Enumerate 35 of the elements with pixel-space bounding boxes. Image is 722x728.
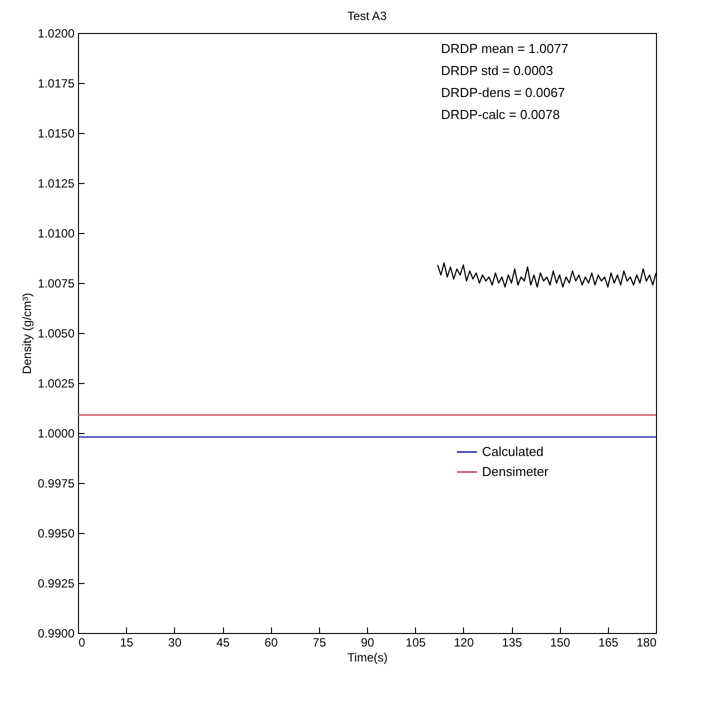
y-tick-label: 1.0000 xyxy=(38,426,75,440)
y-tick-label: 1.0100 xyxy=(38,226,75,240)
y-tick-label: 1.0200 xyxy=(38,26,75,40)
y-tick-label: 0.9975 xyxy=(38,476,75,490)
x-tick-label: 15 xyxy=(120,636,134,650)
y-tick-label: 1.0075 xyxy=(38,276,75,290)
y-tick-label: 1.0025 xyxy=(38,376,75,390)
x-tick-label: 90 xyxy=(360,636,374,650)
x-tick-label: 45 xyxy=(216,636,230,650)
legend-label: Densimeter xyxy=(482,464,550,479)
x-tick-label: 75 xyxy=(312,636,326,650)
chart-title: Test A3 xyxy=(347,9,388,23)
y-tick-label: 1.0150 xyxy=(38,126,75,140)
x-tick-label: 120 xyxy=(454,636,474,650)
y-axis-title: Density (g/cm³) xyxy=(20,292,34,374)
y-tick-label: 0.9925 xyxy=(38,576,75,590)
x-tick-label: 105 xyxy=(406,636,426,650)
y-tick-label: 1.0050 xyxy=(38,326,75,340)
y-tick-label: 1.0175 xyxy=(38,76,75,90)
x-tick-label: 180 xyxy=(636,636,657,650)
annotation: DRDP-calc = 0.0078 xyxy=(441,107,560,122)
y-tick-label: 0.9950 xyxy=(38,526,75,540)
x-tick-label: 135 xyxy=(502,636,522,650)
annotation: DRDP mean = 1.0077 xyxy=(441,41,568,56)
x-tick-label: 30 xyxy=(168,636,182,650)
legend-label: Calculated xyxy=(482,444,544,459)
x-tick-label: 150 xyxy=(550,636,570,650)
x-axis-title: Time(s) xyxy=(347,650,388,664)
annotation: DRDP std = 0.0003 xyxy=(441,63,554,78)
x-tick-label: 60 xyxy=(264,636,278,650)
x-tick-label: 165 xyxy=(598,636,619,650)
x-tick-label: 0 xyxy=(78,636,86,650)
annotation: DRDP-dens = 0.0067 xyxy=(441,85,565,100)
y-tick-label: 0.9900 xyxy=(38,626,75,640)
y-tick-label: 1.0125 xyxy=(38,176,75,190)
